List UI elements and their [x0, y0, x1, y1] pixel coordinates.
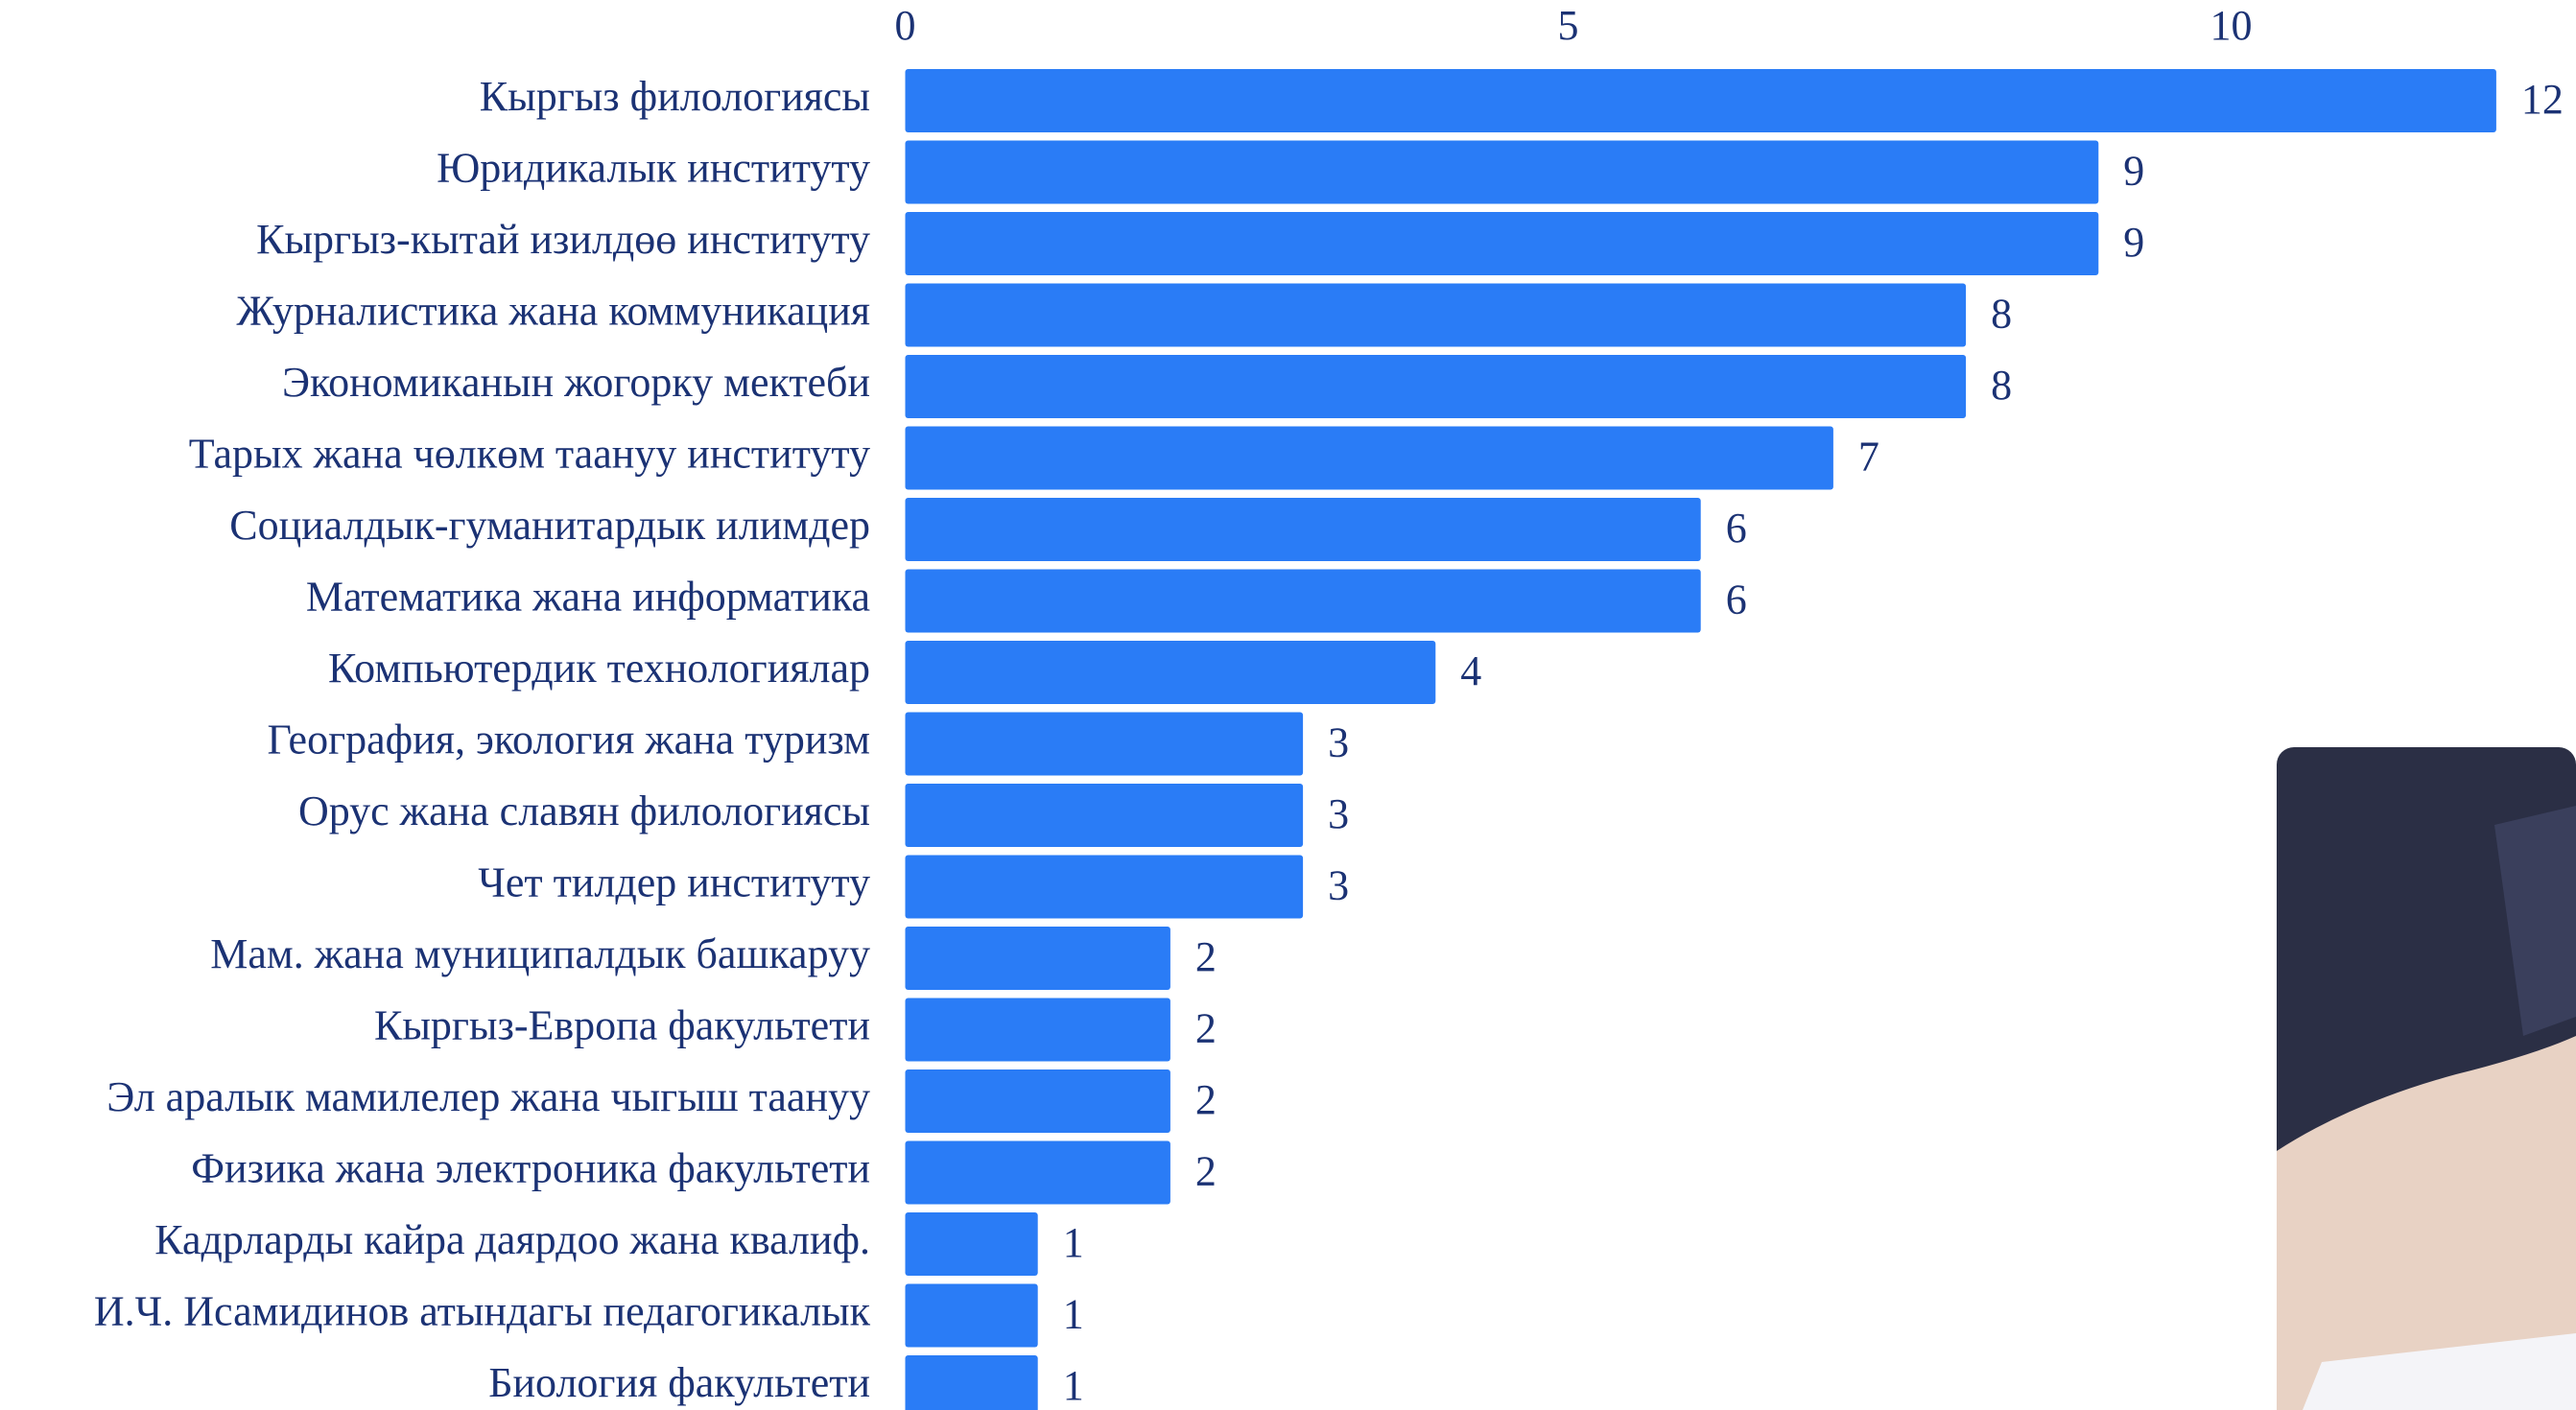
value-label: 1 [1063, 1362, 1084, 1409]
value-label: 2 [1195, 1005, 1217, 1052]
y-tick-label: География, экология жана туризм [267, 717, 870, 764]
bar [905, 569, 1701, 633]
value-label: 7 [1858, 434, 1879, 481]
value-label: 12 [2521, 76, 2564, 123]
bar [905, 1140, 1170, 1205]
y-tick-label: Журналистика жана коммуникация [237, 288, 870, 335]
bar [905, 1283, 1038, 1348]
bar [905, 855, 1304, 919]
bar [905, 927, 1170, 990]
bar [905, 283, 1967, 347]
value-label: 2 [1195, 933, 1217, 980]
bar [905, 140, 2099, 204]
value-label: 9 [2123, 219, 2144, 266]
bar [905, 641, 1436, 704]
value-label: 6 [1726, 505, 1747, 552]
value-label: 2 [1195, 1076, 1217, 1123]
value-label: 6 [1726, 576, 1747, 623]
y-tick-label: Социалдык-гуманитардык илимдер [229, 502, 870, 549]
bar [905, 1069, 1170, 1133]
bar [905, 712, 1304, 776]
y-tick-label: Физика жана электроника факультети [191, 1145, 870, 1192]
bar [905, 784, 1304, 847]
y-tick-label: Экономиканын жогорку мектеби [282, 359, 870, 406]
y-tick-label: Эл аралык мамилелер жана чыгыш таануу [106, 1073, 870, 1120]
bar [905, 69, 2496, 132]
x-tick-label: 5 [1558, 2, 1579, 49]
photo-sleeve [2494, 806, 2576, 1036]
bar [905, 998, 1170, 1062]
y-tick-label: Орус жана славян филологиясы [298, 787, 870, 834]
value-label: 4 [1460, 647, 1481, 694]
value-label: 1 [1063, 1291, 1084, 1338]
y-tick-label: Юридикалык институту [437, 145, 870, 192]
y-tick-label: Кыргыз филологиясы [480, 73, 870, 120]
bar [905, 498, 1701, 561]
x-tick-label: 10 [2210, 2, 2253, 49]
bar [905, 426, 1833, 490]
value-label: 3 [1328, 790, 1349, 837]
bar [905, 1212, 1038, 1276]
photo-paper [2303, 1333, 2576, 1410]
value-label: 8 [1991, 291, 2012, 338]
bar [905, 212, 2099, 275]
photo-hand [2277, 1036, 2576, 1410]
y-tick-label: Кыргыз-Европа факультети [374, 1002, 870, 1049]
y-tick-label: Чет тилдер институту [478, 859, 870, 906]
bar [905, 355, 1967, 418]
value-label: 3 [1328, 719, 1349, 766]
value-label: 3 [1328, 862, 1349, 909]
bar [905, 1355, 1038, 1410]
y-tick-label: Тарых жана чөлкөм таануу институту [189, 431, 870, 478]
photo [2277, 747, 2576, 1410]
value-label: 1 [1063, 1219, 1084, 1266]
value-label: 8 [1991, 362, 2012, 409]
value-label: 9 [2123, 148, 2144, 195]
y-tick-label: Кыргыз-кытай изилдөө институту [256, 216, 870, 263]
y-tick-label: Математика жана информатика [306, 574, 870, 621]
y-tick-label: Компьютердик технологиялар [328, 645, 870, 692]
value-label: 2 [1195, 1148, 1217, 1195]
y-tick-label: Кадрларды кайра даярдоо жана квалиф. [154, 1216, 870, 1263]
y-tick-label: И.Ч. Исамидинов атындагы педагогикалык [94, 1288, 871, 1335]
y-tick-label: Мам. жана муниципалдык башкаруу [210, 930, 870, 977]
x-tick-label: 0 [895, 2, 916, 49]
y-tick-label: Биология факультети [488, 1359, 870, 1406]
